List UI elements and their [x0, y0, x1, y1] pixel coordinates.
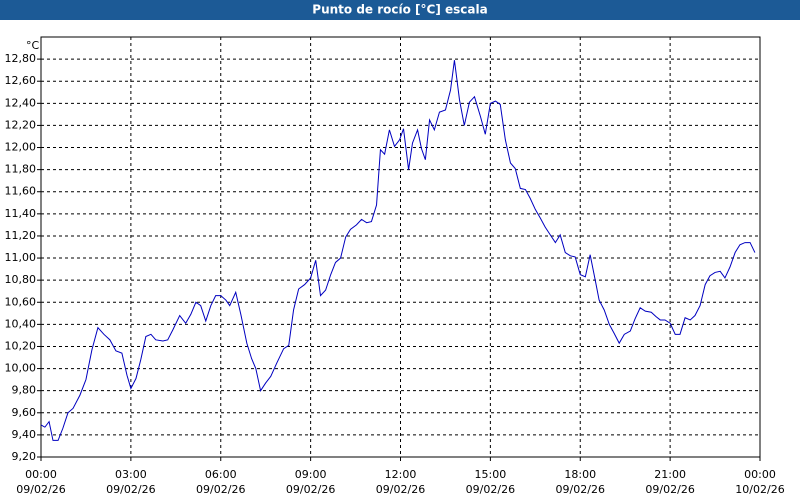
data-line [40, 60, 756, 441]
x-tick-date: 09/02/26 [16, 483, 65, 496]
x-tick-date: 09/02/26 [556, 483, 605, 496]
x-tick-label: 00:00 [744, 468, 776, 481]
x-tick-label: 03:00 [115, 468, 147, 481]
x-tick-date: 09/02/26 [466, 483, 515, 496]
x-tick-label: 15:00 [475, 468, 507, 481]
y-tick-label: 9,20 [12, 450, 37, 463]
y-tick-label: 10,00 [5, 362, 37, 375]
x-tick-date: 10/02/26 [735, 483, 784, 496]
x-tick-label: 00:00 [25, 468, 57, 481]
x-tick-date: 09/02/26 [286, 483, 335, 496]
chart-title: Punto de rocío [°C] escala [312, 3, 487, 17]
y-tick-label: 9,40 [12, 428, 37, 441]
x-tick-label: 09:00 [295, 468, 327, 481]
x-tick-date: 09/02/26 [376, 483, 425, 496]
x-tick-label: 18:00 [564, 468, 596, 481]
y-tick-label: 10,20 [5, 339, 37, 352]
x-tick-label: 12:00 [385, 468, 417, 481]
y-tick-label: 9,60 [12, 406, 37, 419]
x-tick-date: 09/02/26 [645, 483, 694, 496]
y-tick-label: 10,60 [5, 295, 37, 308]
y-unit: °C [26, 39, 40, 52]
plot-frame [40, 36, 761, 458]
x-tick-label: 21:00 [654, 468, 686, 481]
y-tick-label: 11,60 [5, 185, 37, 198]
y-tick-label: 11,20 [5, 229, 37, 242]
title-bar [0, 0, 800, 20]
y-tick-label: 12,60 [5, 74, 37, 87]
y-tick-label: 11,00 [5, 251, 37, 264]
y-tick-label: 12,00 [5, 141, 37, 154]
x-tick-label: 06:00 [205, 468, 237, 481]
y-tick-label: 11,40 [5, 207, 37, 220]
x-tick-date: 09/02/26 [196, 483, 245, 496]
y-tick-label: 12,40 [5, 96, 37, 109]
y-tick-label: 12,20 [5, 118, 37, 131]
y-tick-label: 11,80 [5, 163, 37, 176]
y-tick-label: 10,40 [5, 317, 37, 330]
y-tick-label: 12,80 [5, 52, 37, 65]
y-tick-label: 9,80 [12, 384, 37, 397]
y-tick-label: 10,80 [5, 273, 37, 286]
x-tick-date: 09/02/26 [106, 483, 155, 496]
